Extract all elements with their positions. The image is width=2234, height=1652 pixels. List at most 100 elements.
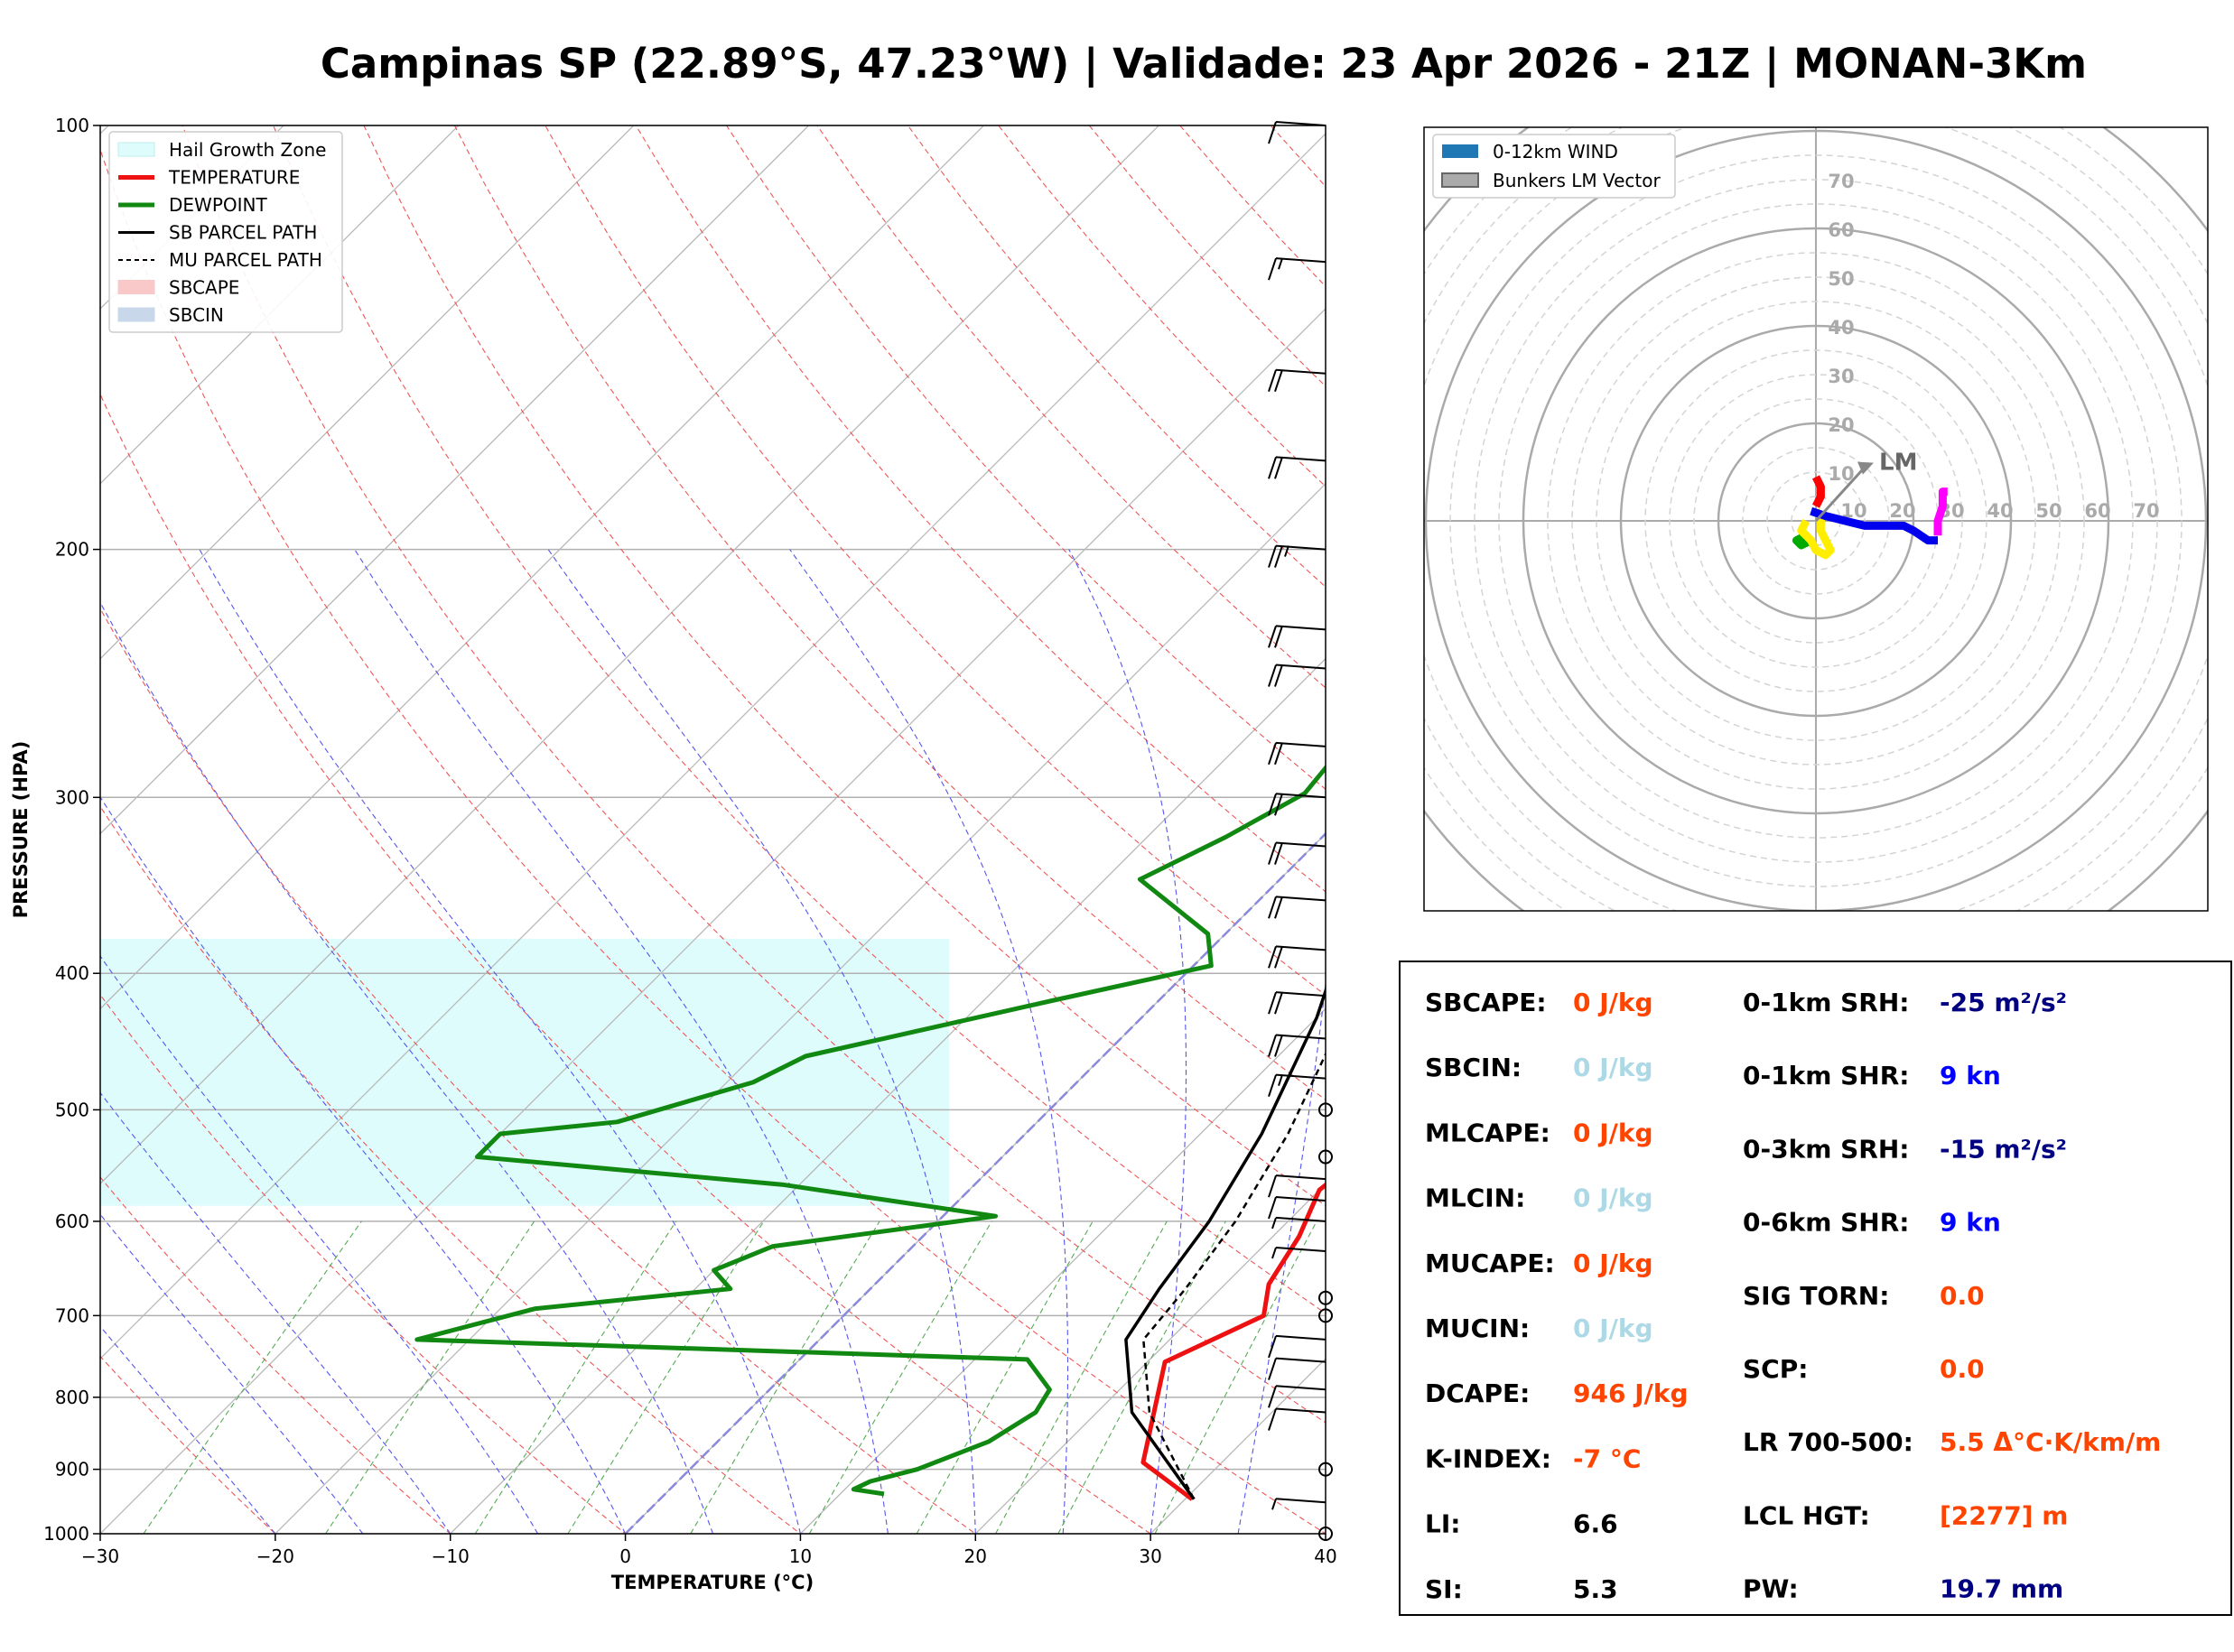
- wind-barb-flag: [1268, 793, 1277, 816]
- moist-adiabat: [100, 1213, 364, 1534]
- skewt-frame: [99, 125, 1326, 1535]
- isotherm: [100, 125, 810, 835]
- hodo-ring: [1571, 276, 2061, 766]
- dewpoint-line: [414, 764, 1326, 1497]
- wind-barb-staff: [1275, 793, 1326, 799]
- wind-barb-flag: [1268, 1408, 1277, 1431]
- x-tick-label: 20: [964, 1545, 987, 1567]
- wind-barb-flag: [1268, 545, 1277, 568]
- wind-barb-staff: [1275, 456, 1326, 462]
- stat-right-value: [2277] m: [1940, 1500, 2068, 1530]
- legend-label: DEWPOINT: [169, 194, 267, 216]
- isotherm: [974, 1183, 1326, 1534]
- calm-wind-circle: [1318, 1102, 1333, 1118]
- hodo-legend-swatch: [1442, 144, 1478, 158]
- hodo-ring-label-y: 20: [1828, 414, 1854, 436]
- calm-wind-circle: [1318, 1462, 1333, 1477]
- stats-left-column: SBCAPE: 0 J/kg SBCIN: 0 J/kg MLCAPE: 0 J/kg ML…: [1425, 988, 1689, 1604]
- hodo-wind-trace: [1810, 506, 1938, 545]
- dry-adiabat: [100, 608, 977, 1534]
- hodo-ring: [1498, 203, 2134, 839]
- dry-adiabat: [1179, 125, 1326, 288]
- legend-label: SBCAPE: [169, 277, 239, 299]
- dry-adiabat: [1270, 125, 1326, 188]
- moist-adiabat: [100, 795, 627, 1534]
- hodo-ring-label-x: 40: [1987, 500, 2013, 522]
- isotherm: [1150, 1358, 1326, 1534]
- stat-right-label: PW:: [1743, 1574, 1799, 1604]
- wind-barb-flag: [1268, 457, 1277, 479]
- isotherm: [100, 133, 1326, 1360]
- dry-adiabat: [545, 125, 1326, 997]
- wind-barb-flag: [1268, 1358, 1277, 1380]
- mixing-ratio-line: [916, 1220, 1094, 1534]
- x-tick-label: 0: [619, 1545, 631, 1567]
- hodo-wind-trace: [1811, 475, 1825, 508]
- stat-right-value: 19.7 mm: [1940, 1574, 2063, 1604]
- mixing-ratio-line: [567, 1220, 765, 1534]
- y-axis-label: PRESSURE (HPA): [10, 741, 32, 919]
- freezing-isotherm: [624, 831, 1326, 1534]
- mixing-ratio-line: [995, 1220, 1168, 1534]
- wind-barb-flag: [1274, 664, 1283, 687]
- hodo-ring: [1619, 324, 2013, 718]
- wind-barb-staff: [1275, 1357, 1326, 1363]
- wind-barb-half: [1278, 257, 1283, 270]
- calm-wind-circle: [1318, 1290, 1333, 1305]
- dry-adiabat: [100, 993, 627, 1534]
- stat-left-value: 0 J/kg: [1573, 988, 1653, 1017]
- stat-left-value: -7 °C: [1573, 1443, 1641, 1473]
- x-tick-label: −30: [81, 1545, 119, 1567]
- hodo-ring: [1742, 447, 1890, 595]
- wind-barb-flag: [1268, 1174, 1277, 1198]
- figure-title: Campinas SP (22.89°S, 47.23°W) | Validad…: [321, 40, 2087, 88]
- mixing-ratio-line: [474, 1220, 677, 1534]
- dry-adiabat: [363, 125, 1326, 1207]
- isotherm: [274, 482, 1326, 1534]
- hodo-ring-label-y: 30: [1828, 366, 1854, 387]
- y-tick-label: 200: [55, 539, 89, 561]
- stat-right-value: 9 kn: [1940, 1208, 2001, 1238]
- lm-vector-head: [1857, 461, 1874, 475]
- stat-left-label: MLCAPE:: [1425, 1118, 1550, 1147]
- x-tick-label: 30: [1139, 1545, 1161, 1567]
- stat-left-label: SBCIN:: [1425, 1053, 1522, 1082]
- y-tick-label: 800: [55, 1387, 89, 1408]
- stat-right-value: -15 m²/s²: [1940, 1134, 2067, 1164]
- stat-right-value: 9 kn: [1940, 1061, 2001, 1091]
- hodo-wind-trace: [1792, 532, 1813, 550]
- stat-right-value: -25 m²/s²: [1940, 988, 2067, 1017]
- hodo-ring-label-x: 50: [2035, 500, 2062, 522]
- stats-panel: SBCAPE: 0 J/kg SBCIN: 0 J/kg MLCAPE: 0 J/kg ML…: [1399, 961, 2232, 1616]
- calm-wind-circle: [1318, 1149, 1333, 1165]
- stat-left-value: 0 J/kg: [1573, 1183, 1653, 1213]
- stat-right-label: LCL HGT:: [1743, 1500, 1870, 1530]
- wind-barb-flag: [1268, 1385, 1277, 1408]
- calm-wind-circle: [1318, 1308, 1333, 1323]
- hodo-ring: [1547, 252, 2085, 790]
- hodo-ring-label-y: 10: [1828, 463, 1854, 485]
- dry-adiabat: [273, 125, 1326, 1314]
- stat-left-label: MUCAPE:: [1425, 1248, 1555, 1278]
- isotherm: [449, 657, 1326, 1534]
- stat-right-label: 0-1km SHR:: [1743, 1061, 1910, 1091]
- stat-right-value: 0.0: [1940, 1281, 1985, 1311]
- hodo-wind-trace: [1933, 487, 1948, 536]
- wind-barb-staff: [1275, 841, 1326, 848]
- stat-left-label: MUCIN:: [1425, 1313, 1530, 1343]
- stat-left-value: 0 J/kg: [1573, 1053, 1653, 1082]
- wind-barb-staff: [1275, 257, 1326, 264]
- stat-left-value: 946 J/kg: [1573, 1378, 1689, 1408]
- wind-barb-flag: [1268, 1035, 1277, 1057]
- wind-barb-flag: [1274, 793, 1283, 816]
- wind-barb-flag: [1268, 626, 1277, 648]
- mu-parcel-line: [1142, 1052, 1326, 1500]
- hodo-legend-label: 0-12km WIND: [1493, 141, 1618, 162]
- mixing-ratio-line: [325, 1220, 535, 1534]
- dry-adiabat: [453, 125, 1326, 1100]
- wind-barb-half: [1278, 1074, 1283, 1086]
- wind-barb-flag: [1274, 946, 1283, 969]
- wind-barb-staff: [1275, 1385, 1326, 1391]
- y-tick-label: 600: [55, 1211, 89, 1232]
